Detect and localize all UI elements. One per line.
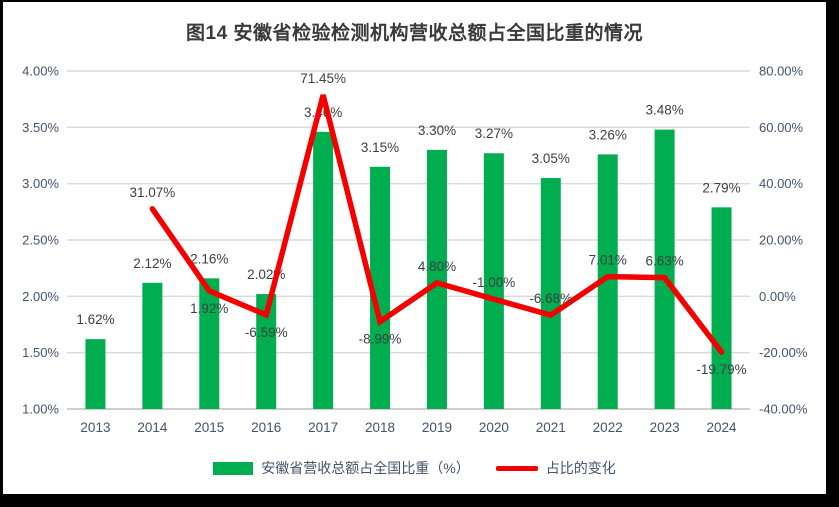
legend-item-line-series: 占比的变化 — [495, 458, 616, 478]
bar-2024 — [711, 207, 732, 409]
line-label-2023: 6.63% — [645, 254, 683, 269]
left-axis-tick: 2.00% — [22, 289, 59, 304]
x-axis-label-2014: 2014 — [137, 420, 168, 435]
legend: 安徽省营收总额占全国比重（%） 占比的变化 — [3, 454, 826, 482]
x-axis-label-2018: 2018 — [365, 420, 395, 435]
chart-plot-area: 4.00% 80.00% 3.50% 60.00% 3.00% 40.00% 2.50% 20… — [22, 64, 808, 436]
right-axis-tick: 60.00% — [759, 120, 804, 135]
bar-label-2017: 3.46% — [304, 105, 342, 120]
bar-2019 — [426, 149, 447, 409]
bar-2014 — [142, 282, 163, 409]
bar-series-swatch-icon — [213, 461, 254, 475]
bar-label-2023: 3.48% — [645, 103, 683, 118]
x-axis-label-2013: 2013 — [80, 420, 110, 435]
bar-2013 — [85, 339, 106, 409]
bar-2021 — [540, 178, 561, 409]
line-label-2020: -1.00% — [472, 275, 515, 290]
right-axis-tick: -40.00% — [759, 402, 808, 417]
chart-canvas: 图14 安徽省检验检测机构营收总额占全国比重的情况 4.00% 80.00% 3.5… — [3, 2, 826, 494]
bar-2018 — [370, 166, 391, 409]
line-label-2018: -8.99% — [359, 332, 402, 347]
left-axis-tick: 4.00% — [22, 64, 59, 79]
line-label-2016: -6.59% — [245, 325, 288, 340]
right-axis-tick: 0.00% — [759, 289, 796, 304]
left-axis-tick: 3.00% — [22, 176, 59, 191]
bar-label-2013: 1.62% — [76, 312, 114, 327]
bar-2015 — [199, 278, 220, 409]
x-axis-label-2020: 2020 — [479, 420, 509, 435]
x-axis-label-2019: 2019 — [422, 420, 452, 435]
bar-label-2024: 2.79% — [702, 180, 740, 195]
left-axis-tick: 3.50% — [22, 120, 59, 135]
trend-line — [149, 94, 725, 355]
line-series-swatch-icon — [495, 465, 538, 471]
bar-2020 — [483, 153, 504, 409]
right-axis-tick: 20.00% — [759, 233, 804, 248]
bar-label-2022: 3.26% — [589, 127, 627, 142]
right-axis-tick: 40.00% — [759, 176, 804, 191]
bar-label-2015: 2.16% — [190, 251, 228, 266]
left-axis-tick: 1.50% — [22, 345, 59, 360]
x-axis-label-2021: 2021 — [536, 420, 566, 435]
bar-label-2020: 3.27% — [475, 126, 513, 141]
line-label-2014: 31.07% — [129, 185, 175, 200]
right-axis-tick: 80.00% — [759, 64, 804, 79]
legend-item-bar-series: 安徽省营收总额占全国比重（%） — [213, 458, 470, 478]
right-axis-tick: -20.00% — [759, 345, 808, 360]
bar-2017 — [313, 131, 334, 409]
bar-2023 — [654, 129, 675, 409]
bar-label-2018: 3.15% — [361, 140, 399, 155]
x-axis-label-2016: 2016 — [251, 420, 281, 435]
line-label-2015: 1.92% — [190, 301, 228, 316]
bar-2016 — [256, 294, 277, 409]
bar-series-legend-label: 安徽省营收总额占全国比重（%） — [261, 460, 470, 476]
left-axis-tick: 1.00% — [22, 402, 59, 417]
bar-2022 — [597, 154, 618, 409]
bar-label-2021: 3.05% — [532, 151, 570, 166]
chart-title: 图14 安徽省检验检测机构营收总额占全国比重的情况 — [186, 23, 643, 44]
line-label-2021: -6.68% — [529, 291, 572, 306]
line-label-2024: -19.79% — [696, 362, 746, 377]
x-axis-label-2022: 2022 — [593, 420, 623, 435]
line-label-2019: 4.80% — [418, 259, 456, 274]
bar-label-2014: 2.12% — [133, 256, 171, 271]
line-series-legend-label: 占比的变化 — [545, 460, 616, 476]
line-label-2017: 71.45% — [300, 71, 346, 86]
x-axis-label-2023: 2023 — [650, 420, 680, 435]
left-axis-tick: 2.50% — [22, 233, 59, 248]
bar-label-2019: 3.30% — [418, 123, 456, 138]
x-axis-label-2015: 2015 — [194, 420, 224, 435]
line-label-2022: 7.01% — [589, 253, 627, 268]
x-axis-label-2024: 2024 — [707, 420, 738, 435]
x-axis-label-2017: 2017 — [308, 420, 338, 435]
